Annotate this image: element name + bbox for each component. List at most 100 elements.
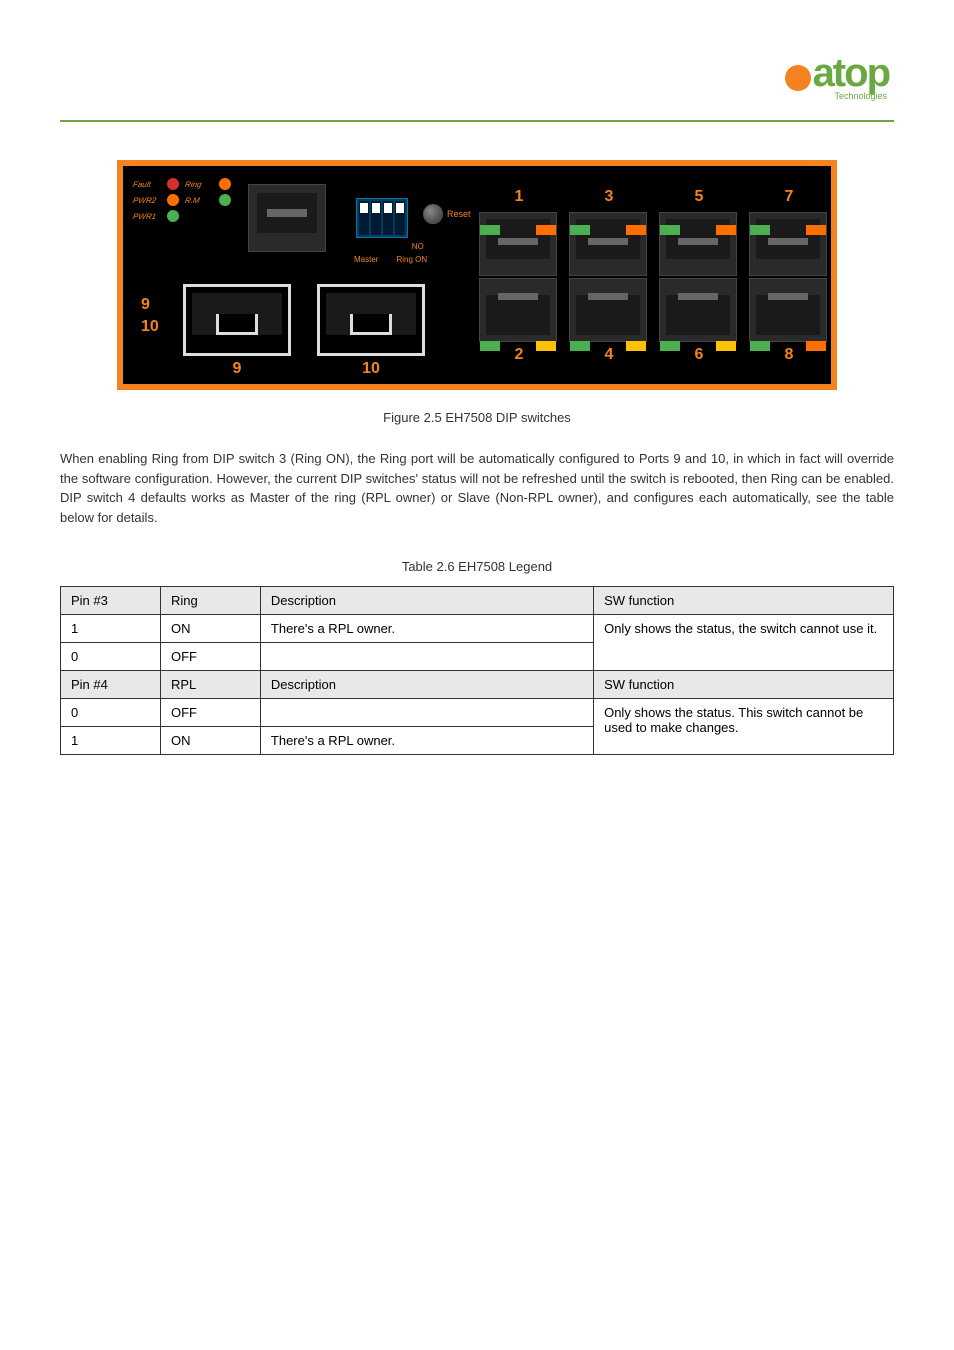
port-cell: 5 <box>659 190 739 276</box>
td: ON <box>160 727 260 755</box>
port-cell: 6 <box>659 278 739 342</box>
td <box>260 699 593 727</box>
td: RPL <box>160 671 260 699</box>
figure-caption: Figure 2.5 EH7508 DIP switches <box>117 410 837 425</box>
port-8-jack <box>749 278 827 342</box>
port-led <box>806 225 826 235</box>
td: Only shows the status, the switch cannot… <box>594 615 894 671</box>
status-leds: Fault Ring PWR2 R.M PWR1 <box>133 178 231 226</box>
port-7-label: 7 <box>749 188 829 206</box>
td: ON <box>160 615 260 643</box>
port-3-jack <box>569 212 647 276</box>
td: 1 <box>61 615 161 643</box>
slave-label: Slave <box>358 176 398 194</box>
fault-led <box>167 178 179 190</box>
pwr2-led <box>167 194 179 206</box>
logo-text-block: atop Technologies <box>813 55 889 101</box>
logo-sub-text: Technologies <box>834 91 887 101</box>
port-2-label: 2 <box>479 346 559 364</box>
sfp-side-labels: 9 10 <box>141 296 159 340</box>
port-cell: 1 <box>479 190 559 276</box>
ring-off-label: Ring OFF <box>418 176 487 194</box>
port-cell: 8 <box>749 278 829 342</box>
logo-main-text: atop <box>813 55 889 91</box>
led-row: Fault Ring <box>133 178 231 190</box>
port-led <box>716 225 736 235</box>
reset-button: Reset <box>423 204 471 224</box>
th-pin: Pin #3 <box>61 587 161 615</box>
td: There's a RPL owner. <box>260 727 593 755</box>
port-10-label: 10 <box>141 318 159 336</box>
rm-led <box>219 194 231 206</box>
td: 0 <box>61 699 161 727</box>
table: Pin #3 Ring Description SW function 1 ON… <box>60 586 894 755</box>
dip-bottom-labels: Master Ring ON <box>354 255 487 264</box>
td: OFF <box>160 699 260 727</box>
figure-container: Fault Ring PWR2 R.M PWR1 <box>117 160 837 425</box>
port-led <box>570 225 590 235</box>
port-2-jack <box>479 278 557 342</box>
table-header-row: Pin #3 Ring Description SW function <box>61 587 894 615</box>
top-port-grid: 1 3 5 <box>479 190 829 276</box>
table-row: Pin #4 RPL Description SW function <box>61 671 894 699</box>
no-label: NO <box>348 242 487 251</box>
port-cell: 2 <box>479 278 559 342</box>
dip-switch-box <box>356 198 408 238</box>
th-desc: Description <box>260 587 593 615</box>
port-6-label: 6 <box>659 346 739 364</box>
th-ring: Ring <box>160 587 260 615</box>
port-cell: 4 <box>569 278 649 342</box>
table-row: 1 ON There's a RPL owner. Only shows the… <box>61 615 894 643</box>
bottom-port-grid: 2 4 6 <box>479 278 829 342</box>
td <box>260 643 593 671</box>
port-4-label: 4 <box>569 346 649 364</box>
master-label: Master <box>354 255 378 264</box>
sfp-outline <box>183 284 291 356</box>
port-5-jack <box>659 212 737 276</box>
td: SW function <box>594 671 894 699</box>
sfp-outline <box>317 284 425 356</box>
port-led <box>626 225 646 235</box>
port-3-label: 3 <box>569 188 649 206</box>
led-label: R.M <box>184 196 214 205</box>
led-label: PWR2 <box>132 196 162 205</box>
device-inner: Fault Ring PWR2 R.M PWR1 <box>121 164 833 386</box>
port-4-jack <box>569 278 647 342</box>
td: Description <box>260 671 593 699</box>
dip-3 <box>383 201 393 235</box>
port-led <box>750 225 770 235</box>
ring-on-label: Ring ON <box>396 255 427 264</box>
header-divider <box>60 120 894 122</box>
sfp-ports: 9 10 <box>183 284 425 356</box>
td: Pin #4 <box>61 671 161 699</box>
port-cell: 7 <box>749 190 829 276</box>
sfp-10-label: 10 <box>317 360 425 378</box>
port-6-jack <box>659 278 737 342</box>
port-led <box>660 225 680 235</box>
table-row: 0 OFF Only shows the status. This switch… <box>61 699 894 727</box>
td: 1 <box>61 727 161 755</box>
management-port <box>248 184 326 252</box>
reset-label: Reset <box>447 209 471 219</box>
led-label: PWR1 <box>132 212 162 221</box>
port-1-jack <box>479 212 557 276</box>
sfp-port-10: 10 <box>317 284 425 356</box>
pwr1-led <box>167 210 179 222</box>
td: There's a RPL owner. <box>260 615 593 643</box>
port-5-label: 5 <box>659 188 739 206</box>
reset-icon <box>423 204 443 224</box>
sfp-port-9: 9 <box>183 284 291 356</box>
port-8-label: 8 <box>749 346 829 364</box>
led-row: PWR1 <box>133 210 231 222</box>
dip-4 <box>395 201 405 235</box>
port-cell: 3 <box>569 190 649 276</box>
port-led <box>480 225 500 235</box>
led-label: Fault <box>132 180 162 189</box>
dip-2 <box>371 201 381 235</box>
dip-top-labels: Slave Ring OFF <box>358 176 487 194</box>
logo-icon <box>785 65 811 91</box>
td: Only shows the status. This switch canno… <box>594 699 894 755</box>
legend-table: Pin #3 Ring Description SW function 1 ON… <box>60 586 894 755</box>
port-9-label: 9 <box>141 296 159 314</box>
td: OFF <box>160 643 260 671</box>
